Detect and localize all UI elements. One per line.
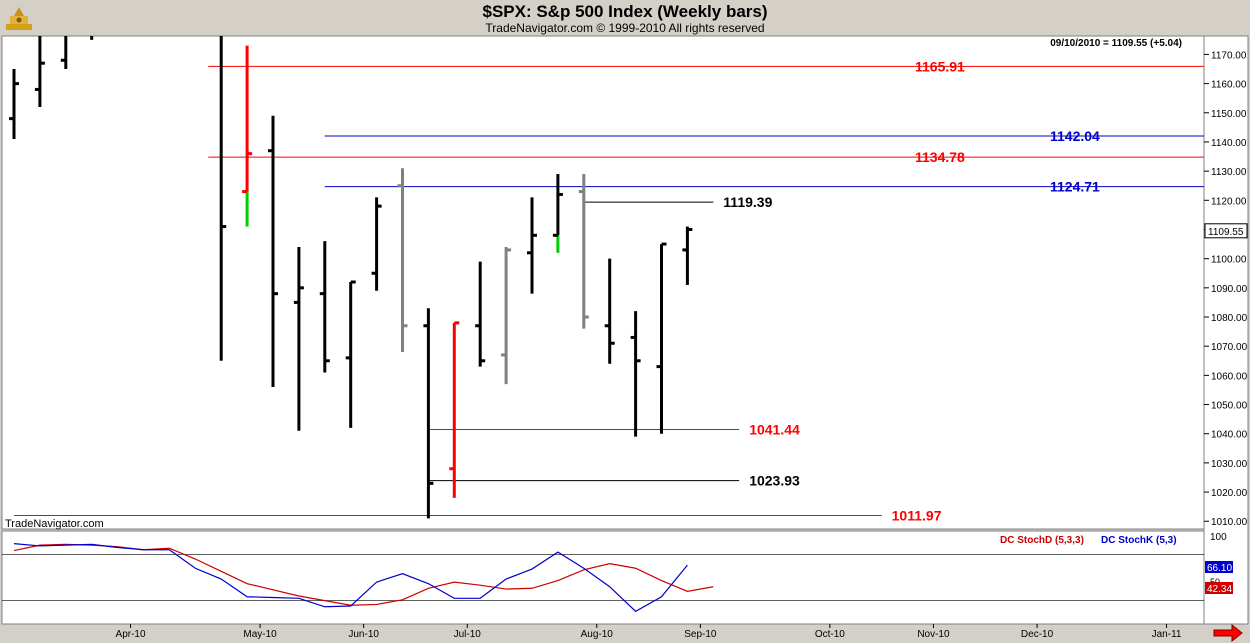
y-tick-label: 1130.00 <box>1211 167 1247 178</box>
y-tick-label: 1100.00 <box>1211 255 1247 266</box>
y-tick-label: 1070.00 <box>1211 342 1248 353</box>
y-tick-label: 1150.00 <box>1211 109 1247 120</box>
x-tick-label: May-10 <box>243 629 277 640</box>
level-label: 1134.78 <box>915 149 965 165</box>
y-tick-label: 1170.00 <box>1211 50 1247 61</box>
price-readout: 09/10/2010 = 1109.55 (+5.04) <box>1050 38 1182 49</box>
y-axis-panel <box>1203 35 1249 625</box>
y-tick-label: 1160.00 <box>1211 80 1247 91</box>
price-plot <box>9 36 1204 519</box>
level-label: 1041.44 <box>749 422 800 438</box>
x-axis-band <box>0 625 1250 643</box>
level-label: 1165.91 <box>915 58 965 74</box>
osc-value-label-k: 66.10 <box>1207 563 1232 574</box>
x-tick-label: Jan-11 <box>1152 629 1182 640</box>
level-label: 1023.93 <box>749 473 800 489</box>
chart-subtitle: TradeNavigator.com © 1999-2010 All right… <box>485 21 765 35</box>
osc-legend-stochd: DC StochD (5,3,3) <box>1000 535 1084 546</box>
y-tick-label: 1060.00 <box>1211 371 1248 382</box>
x-tick-label: Nov-10 <box>917 629 950 640</box>
y-tick-label: 1040.00 <box>1211 430 1248 441</box>
osc-y-tick-label: 100 <box>1210 532 1227 543</box>
osc-value-box-k <box>1205 561 1233 573</box>
x-tick-label: Jun-10 <box>348 629 379 640</box>
x-tick-label: Oct-10 <box>815 629 845 640</box>
y-tick-label: 1010.00 <box>1211 517 1248 528</box>
oscillator-panel <box>1 530 1205 625</box>
y-tick-label: 1020.00 <box>1211 488 1248 499</box>
level-label: 1119.39 <box>723 194 772 210</box>
level-label: 1142.04 <box>1050 128 1100 144</box>
osc-value-label-d: 42.34 <box>1207 584 1232 595</box>
x-tick-label: Apr-10 <box>116 629 146 640</box>
osc-series-line <box>13 543 688 613</box>
x-tick-label: Aug-10 <box>581 629 614 640</box>
last-price-label: 1109.55 <box>1208 227 1244 238</box>
y-tick-label: 1030.00 <box>1211 459 1248 470</box>
osc-legend-stochk: DC StochK (5,3) <box>1101 535 1177 546</box>
osc-value-box-d <box>1205 582 1233 594</box>
level-label: 1011.97 <box>892 507 942 523</box>
y-tick-label: 1140.00 <box>1211 138 1247 149</box>
x-tick-label: Jul-10 <box>454 629 482 640</box>
x-tick-label: Dec-10 <box>1021 629 1054 640</box>
y-tick-label: 1080.00 <box>1211 313 1248 324</box>
y-tick-label: 1120.00 <box>1211 196 1247 207</box>
trade-navigator-logo-icon <box>6 7 32 30</box>
chart-title: $SPX: S&p 500 Index (Weekly bars) <box>482 2 768 21</box>
y-tick-label: 1090.00 <box>1211 284 1248 295</box>
price-panel <box>1 35 1205 530</box>
x-tick-label: Sep-10 <box>684 629 717 640</box>
y-tick-label: 1050.00 <box>1211 401 1248 412</box>
level-label: 1124.71 <box>1050 179 1100 195</box>
watermark-label: TradeNavigator.com <box>5 518 104 530</box>
scroll-right-arrow-icon <box>1213 623 1243 643</box>
last-price-box <box>1204 223 1248 239</box>
